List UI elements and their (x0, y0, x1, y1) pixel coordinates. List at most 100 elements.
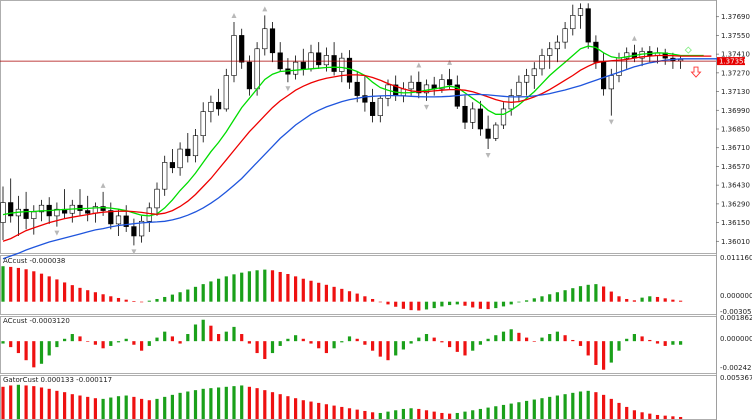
candle-body (624, 52, 630, 59)
histogram-bar (401, 301, 405, 309)
histogram-bar (124, 395, 128, 419)
fractals (54, 6, 637, 255)
candle-body (677, 59, 684, 62)
histogram-bar (448, 413, 452, 419)
histogram-bar (386, 341, 390, 361)
candle-body (462, 105, 468, 123)
histogram-bar (209, 281, 213, 302)
panel-3-title: GatorCust 0.000133 -0.000117 (3, 376, 112, 384)
histogram-bar (602, 286, 606, 302)
histogram-bar (24, 341, 28, 361)
histogram-bar (440, 341, 444, 343)
histogram-bar (240, 334, 244, 342)
panel-2-title: ACcust -0.0003120 (3, 317, 70, 325)
histogram-bar (417, 301, 421, 311)
fractal-up-icon (231, 13, 237, 19)
histogram-bar (39, 341, 44, 364)
candle-body (200, 111, 206, 136)
histogram-bar (86, 341, 90, 342)
histogram-bar (471, 341, 475, 351)
histogram-bar (371, 298, 375, 302)
candle-body (192, 135, 199, 157)
histogram-bar (317, 402, 321, 419)
histogram-bar (278, 341, 282, 346)
histogram-bar (186, 289, 190, 302)
histogram-bar (394, 341, 398, 356)
histogram-bar (294, 335, 298, 342)
histogram-bar (501, 404, 506, 419)
histogram-bar (540, 398, 544, 419)
histogram-bar (363, 341, 367, 345)
histogram-bar (16, 267, 20, 302)
histogram-bar (294, 398, 298, 419)
candle-body (262, 28, 268, 50)
histogram-bar (632, 300, 636, 302)
histogram-bar (571, 288, 575, 302)
histogram-bar (517, 301, 521, 303)
histogram-bar (332, 286, 336, 302)
histogram-bar (317, 282, 321, 302)
histogram-bar (679, 416, 683, 419)
histogram-bar (278, 394, 282, 419)
candle-body (300, 61, 306, 70)
histogram-bar (155, 337, 159, 342)
histogram-bar (494, 301, 498, 309)
price-tick-label: 1.37270 (721, 69, 750, 77)
histogram-bar (294, 276, 298, 302)
histogram-bar (578, 286, 583, 302)
histogram-bar (363, 410, 367, 419)
candles (0, 3, 684, 246)
candle-body (493, 124, 499, 139)
histogram-bar (301, 400, 305, 419)
candle-body (0, 202, 6, 223)
histogram-bar (671, 299, 675, 302)
candle-body (362, 95, 368, 103)
histogram-bar (586, 284, 590, 302)
histogram-bar (378, 301, 382, 303)
candle-body (554, 41, 560, 50)
panel-2-zero-label: 0.0000000 (720, 335, 752, 343)
histogram-bar (540, 337, 544, 342)
candle-body (38, 204, 45, 213)
histogram-bar (509, 301, 513, 305)
price-tick-label: 1.36150 (721, 219, 750, 227)
fractal-down-icon (485, 153, 491, 159)
histogram-bar (278, 271, 282, 302)
sell-arrow-icon (690, 66, 702, 78)
histogram-bar (1, 266, 5, 302)
candle-body (369, 101, 376, 116)
histogram-bar (563, 335, 567, 342)
candle-body (377, 97, 383, 116)
histogram-bar (486, 301, 490, 310)
histogram-bar (555, 331, 559, 342)
histogram-bar (432, 301, 436, 309)
candle-body (539, 55, 545, 70)
histogram-bar (1, 386, 5, 419)
candle-body (115, 215, 122, 225)
histogram-bar (347, 336, 352, 342)
candle-body (316, 52, 322, 66)
histogram-bar (170, 294, 174, 302)
histogram-bar (332, 341, 336, 349)
histogram-bar (209, 325, 213, 342)
histogram-bar (655, 341, 660, 344)
histogram-bar (417, 337, 421, 342)
candle-body (85, 210, 91, 214)
histogram-bar (255, 388, 259, 419)
histogram-bar (163, 296, 167, 302)
buy-arrow-icon (684, 46, 692, 54)
histogram-bar (178, 292, 182, 302)
candle-body (269, 28, 276, 54)
histogram-bar (478, 341, 482, 345)
histogram-bar (9, 266, 13, 302)
histogram-bar (55, 390, 59, 419)
histogram-bar (471, 410, 475, 419)
histogram-bar (478, 301, 482, 309)
histogram-bar (86, 396, 90, 419)
panel-1-title: ACcust -0.000038 (3, 257, 65, 265)
ac-histogram-2 (1, 319, 683, 370)
histogram-bar (93, 292, 97, 302)
histogram-bar (347, 291, 352, 302)
histogram-bar (448, 341, 452, 348)
